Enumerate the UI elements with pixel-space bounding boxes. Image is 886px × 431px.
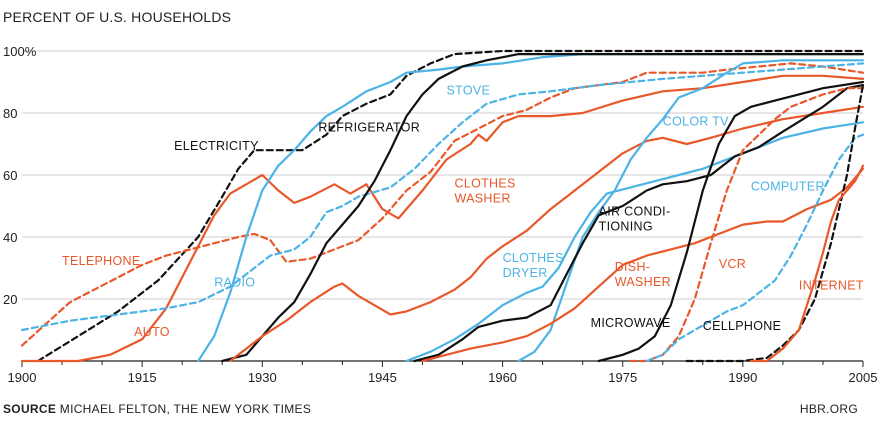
x-tick-label: 2005	[849, 370, 878, 385]
series-line-clothes-washer	[229, 105, 865, 363]
series-line-air-conditioning	[413, 84, 865, 363]
series-label-dishwasher: DISH-WASHER	[615, 260, 671, 289]
y-tick-label: 100%	[3, 44, 37, 59]
series-line-internet	[749, 164, 865, 363]
y-tick-labels: 20 40 60 80 100%	[3, 44, 37, 307]
gridlines	[21, 50, 864, 367]
x-tick-labels: 1900 1915 1930 1945 1960 1975 1990 2005	[8, 370, 878, 385]
series-line-auto	[20, 74, 865, 363]
series-line-color-tv	[517, 59, 865, 363]
series-label-auto: AUTO	[134, 325, 170, 339]
x-tick-label: 1915	[128, 370, 157, 385]
x-tick-label: 1930	[248, 370, 277, 385]
series-label-microwave: MICROWAVE	[591, 316, 671, 330]
series-line-microwave	[597, 80, 865, 363]
x-tick-label: 1900	[8, 370, 37, 385]
y-tick-label: 20	[3, 292, 17, 307]
series-line-radio	[197, 53, 865, 363]
series-label-clothes-dryer: CLOTHES DRYER	[503, 251, 564, 280]
y-tick-label: 40	[3, 230, 17, 245]
series-label-computer: COMPUTER	[751, 180, 825, 194]
series-line-electricity	[36, 49, 865, 363]
series-label-vcr: VCR	[719, 257, 746, 271]
series-line-cellphone	[685, 84, 865, 363]
series-line-telephone	[20, 62, 865, 347]
y-tick-label: 60	[3, 168, 17, 183]
series-line-stove	[20, 62, 865, 332]
x-tick-label: 1990	[728, 370, 757, 385]
credit: HBR.ORG	[799, 402, 858, 416]
series-line-refrigerator	[221, 53, 865, 363]
series-label-stove: STOVE	[447, 83, 491, 97]
x-tick-label: 1960	[488, 370, 517, 385]
series-label-radio: RADIO	[214, 276, 255, 290]
series-label-clothes-washer: CLOTHES WASHER	[455, 176, 516, 205]
series-labels: ELECTRICITY TELEPHONE AUTO RADIO STOVE REFRIG…	[62, 83, 864, 339]
series-label-color-tv: COLOR TV	[663, 114, 729, 128]
x-tick-label: 1975	[608, 370, 637, 385]
series-line-computer	[645, 133, 865, 363]
series-label-electricity: ELECTRICITY	[174, 139, 259, 153]
source-note: SOURCE MICHAEL FELTON, THE NEW YORK TIME…	[3, 402, 311, 416]
x-tick-label: 1945	[368, 370, 397, 385]
series-label-air-conditioning: AIR CONDI-TIONING	[599, 204, 671, 233]
series-label-cellphone: CELLPHONE	[703, 319, 781, 333]
y-tick-label: 80	[3, 106, 17, 121]
series-lines	[20, 49, 865, 363]
series-label-internet: INTERNET	[799, 279, 864, 293]
y-axis-title: PERCENT OF U.S. HOUSEHOLDS	[3, 9, 232, 25]
series-line-dishwasher	[421, 167, 865, 363]
source-text: MICHAEL FELTON, THE NEW YORK TIMES	[59, 402, 312, 416]
series-label-refrigerator: REFRIGERATOR	[318, 121, 420, 135]
source-label: SOURCE	[3, 402, 57, 416]
series-label-telephone: TELEPHONE	[62, 254, 140, 268]
